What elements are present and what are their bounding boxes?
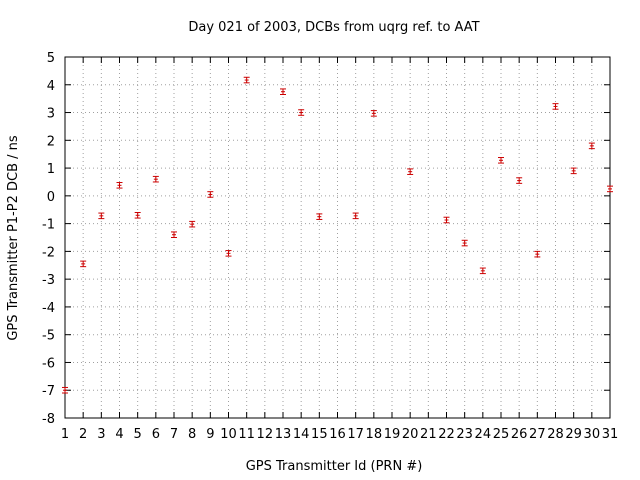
data-point xyxy=(152,175,159,183)
x-tick-label: 15 xyxy=(311,427,328,442)
y-axis-label: GPS Transmitter P1-P2 DCB / ns xyxy=(6,135,21,341)
x-tick-label: 5 xyxy=(134,427,142,442)
data-point xyxy=(316,213,323,220)
x-tick-label: 23 xyxy=(456,427,473,442)
y-tick-label: -1 xyxy=(42,218,55,233)
x-tick-label: 16 xyxy=(329,427,346,442)
x-tick-label: 25 xyxy=(493,427,510,442)
x-tick-label: 11 xyxy=(238,427,255,442)
data-point xyxy=(461,239,468,247)
x-tick-label: 4 xyxy=(115,427,123,442)
x-tick-label: 24 xyxy=(475,427,492,442)
x-tick-label: 19 xyxy=(384,427,401,442)
data-point xyxy=(62,386,68,394)
data-point xyxy=(207,191,214,198)
data-point xyxy=(607,185,613,193)
data-point xyxy=(498,157,504,164)
data-point xyxy=(407,168,414,175)
x-tick-label: 12 xyxy=(257,427,274,442)
x-axis-label: GPS Transmitter Id (PRN #) xyxy=(246,459,423,474)
x-tick-label: 27 xyxy=(529,427,546,442)
x-tick-label: 9 xyxy=(206,427,214,442)
y-tick-label: -2 xyxy=(42,245,55,260)
y-tick-label: 2 xyxy=(47,134,55,149)
data-point xyxy=(298,109,305,116)
x-tick-label: 29 xyxy=(565,427,582,442)
data-point xyxy=(479,267,486,275)
x-tick-label: 21 xyxy=(420,427,437,442)
data-point xyxy=(80,260,87,268)
x-tick-label: 6 xyxy=(152,427,160,442)
y-tick-label: -6 xyxy=(42,356,55,371)
data-point xyxy=(171,231,177,238)
x-tick-label: 10 xyxy=(220,427,237,442)
x-tick-label: 13 xyxy=(275,427,292,442)
y-tick-label: 4 xyxy=(47,79,55,94)
x-tick-label: 7 xyxy=(170,427,178,442)
data-point xyxy=(116,182,123,189)
data-point xyxy=(134,212,141,219)
y-tick-label: 5 xyxy=(47,51,55,66)
data-point xyxy=(534,250,541,258)
chart-title: Day 021 of 2003, DCBs from uqrg ref. to … xyxy=(188,20,479,35)
x-tick-label: 3 xyxy=(97,427,105,442)
y-tick-label: 3 xyxy=(47,107,55,122)
x-tick-label: 14 xyxy=(293,427,310,442)
y-tick-label: -7 xyxy=(42,384,55,399)
x-tick-label: 17 xyxy=(347,427,364,442)
x-tick-label: 1 xyxy=(61,427,69,442)
y-tick-label: 1 xyxy=(47,162,55,177)
x-tick-label: 8 xyxy=(188,427,196,442)
x-tick-label: 30 xyxy=(584,427,601,442)
data-point xyxy=(243,76,250,84)
x-tick-label: 22 xyxy=(438,427,455,442)
data-point xyxy=(552,103,559,110)
y-tick-label: -4 xyxy=(42,301,55,316)
x-tick-label: 31 xyxy=(602,427,619,442)
y-tick-label: -3 xyxy=(42,273,55,288)
x-tick-label: 2 xyxy=(79,427,87,442)
data-point xyxy=(98,212,105,220)
y-tick-label: -5 xyxy=(42,329,55,344)
data-point xyxy=(189,220,196,228)
x-tick-label: 26 xyxy=(511,427,528,442)
y-tick-label: 0 xyxy=(47,190,55,205)
data-points xyxy=(62,76,613,394)
axis-ticks: 1 2 3 4 5 6 7 8 9 10 11 12 13 14 15 16 17 18 19 20 21 22 23 24 2… xyxy=(42,51,618,442)
data-point xyxy=(370,110,377,117)
y-tick-label: -8 xyxy=(42,412,55,427)
data-point xyxy=(516,177,523,184)
data-point xyxy=(588,142,595,150)
x-tick-label: 20 xyxy=(402,427,419,442)
data-point xyxy=(570,167,577,175)
x-tick-label: 18 xyxy=(366,427,383,442)
x-tick-label: 28 xyxy=(547,427,564,442)
data-point xyxy=(443,216,450,224)
data-point xyxy=(225,250,232,257)
data-point xyxy=(280,88,286,95)
grid-lines xyxy=(65,57,610,418)
data-point xyxy=(352,212,359,220)
